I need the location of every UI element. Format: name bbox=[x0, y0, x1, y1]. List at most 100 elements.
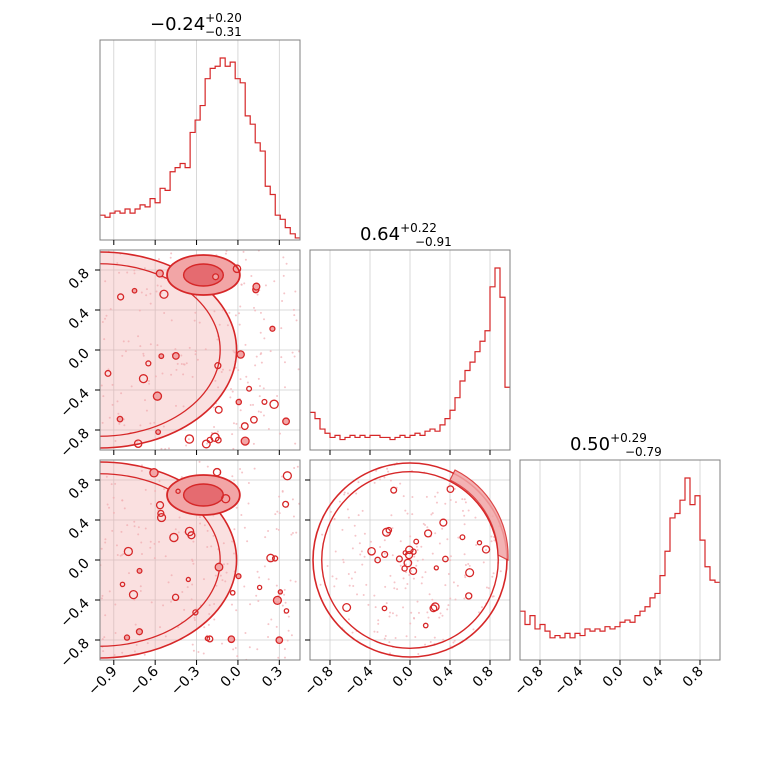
sample-point bbox=[237, 369, 240, 372]
sample-point bbox=[390, 514, 393, 517]
sample-point bbox=[234, 646, 237, 649]
sample-point bbox=[193, 619, 196, 622]
sample-point bbox=[438, 542, 441, 545]
sample-point bbox=[208, 604, 211, 607]
sample-point bbox=[468, 564, 471, 567]
sample-point bbox=[449, 499, 452, 502]
sample-point bbox=[149, 502, 152, 505]
sample-point bbox=[163, 311, 166, 314]
sample-point bbox=[456, 584, 459, 587]
contour-blob bbox=[184, 526, 195, 537]
sample-point bbox=[255, 355, 258, 358]
sample-point bbox=[139, 589, 142, 592]
contour-blob bbox=[214, 562, 224, 572]
sample-point bbox=[199, 522, 202, 525]
y-tick-label: −0.8 bbox=[57, 426, 92, 461]
sample-point bbox=[491, 575, 494, 578]
sample-point bbox=[448, 483, 451, 486]
sample-point bbox=[105, 314, 108, 317]
sample-point bbox=[244, 343, 247, 346]
sample-point bbox=[192, 562, 195, 565]
contour-blob bbox=[240, 436, 250, 446]
sample-point bbox=[446, 538, 449, 541]
sample-point bbox=[333, 518, 336, 521]
plot-area-p10 bbox=[100, 250, 300, 450]
sample-point bbox=[252, 403, 255, 406]
sample-point bbox=[404, 587, 407, 590]
contour-blob bbox=[429, 604, 438, 613]
sample-point bbox=[406, 582, 409, 585]
sample-point bbox=[387, 470, 390, 473]
sample-point bbox=[391, 554, 394, 557]
sample-point bbox=[464, 576, 467, 579]
sample-point bbox=[267, 636, 270, 639]
contour-blob bbox=[123, 634, 131, 641]
title-minus: −0.91 bbox=[415, 235, 452, 249]
x-tick-label: 0.8 bbox=[470, 664, 497, 691]
sample-point bbox=[185, 362, 188, 365]
sample-point bbox=[499, 570, 502, 573]
contour-blob bbox=[212, 273, 220, 281]
sample-point bbox=[126, 271, 129, 274]
sample-point bbox=[202, 652, 205, 655]
sample-point bbox=[144, 488, 147, 491]
axes-frame-p00 bbox=[99, 39, 301, 241]
sample-point bbox=[404, 563, 407, 566]
sample-point bbox=[399, 540, 402, 543]
sample-point bbox=[281, 475, 284, 478]
sample-point bbox=[229, 396, 232, 399]
sample-point bbox=[243, 282, 246, 285]
contour-blob bbox=[390, 486, 398, 494]
sample-point bbox=[169, 600, 172, 603]
sample-point bbox=[112, 511, 115, 514]
sample-point bbox=[277, 656, 280, 659]
contour-blob bbox=[214, 436, 222, 444]
panel-p21: −0.8 −0.4 0.0 0.4 0.8 bbox=[301, 459, 511, 699]
sample-point bbox=[135, 643, 138, 646]
sample-point bbox=[191, 375, 194, 378]
sample-point bbox=[114, 632, 117, 635]
sample-point bbox=[283, 386, 286, 389]
contour-blob bbox=[422, 622, 429, 629]
sample-point bbox=[277, 528, 280, 531]
sample-point bbox=[245, 375, 248, 378]
sample-point bbox=[373, 594, 376, 597]
sample-point bbox=[116, 554, 119, 557]
sample-point bbox=[408, 574, 411, 577]
sample-point bbox=[377, 622, 380, 625]
sample-point bbox=[190, 598, 193, 601]
contour-blob bbox=[157, 509, 165, 518]
sample-point bbox=[178, 516, 181, 519]
contour-blob bbox=[272, 595, 283, 606]
sample-point bbox=[463, 514, 466, 517]
contour-blob bbox=[221, 494, 231, 504]
sample-point bbox=[143, 267, 146, 270]
contour-blob bbox=[465, 592, 473, 600]
sample-point bbox=[282, 274, 285, 277]
sample-point bbox=[142, 354, 145, 357]
sample-point bbox=[122, 552, 125, 555]
sample-point bbox=[224, 252, 227, 255]
sample-point bbox=[119, 554, 122, 557]
title-minus: −0.79 bbox=[625, 445, 662, 459]
sample-point bbox=[294, 442, 297, 445]
contour-blob bbox=[403, 558, 413, 568]
sample-point bbox=[137, 533, 140, 536]
sample-point bbox=[111, 383, 114, 386]
sample-point bbox=[269, 350, 272, 353]
sample-point bbox=[369, 540, 372, 543]
sample-point bbox=[216, 430, 219, 433]
sample-point bbox=[330, 510, 333, 513]
contour-ring-inner bbox=[321, 471, 499, 649]
sample-point bbox=[192, 649, 195, 652]
sample-point bbox=[149, 546, 152, 549]
contour-blob bbox=[367, 546, 376, 556]
histogram-step-line bbox=[520, 477, 720, 639]
sample-point bbox=[140, 541, 143, 544]
contour-blob bbox=[104, 369, 112, 377]
sample-point bbox=[385, 602, 388, 605]
sample-point bbox=[411, 513, 414, 516]
sample-point bbox=[250, 274, 253, 277]
y-tick-label: 0.4 bbox=[66, 305, 93, 332]
